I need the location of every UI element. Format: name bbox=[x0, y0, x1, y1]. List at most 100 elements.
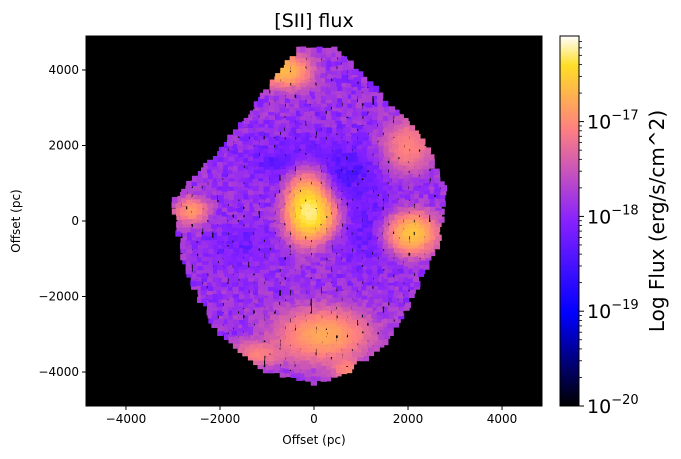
flux-pixel bbox=[345, 303, 352, 310]
y-tick-label: −2000 bbox=[38, 290, 79, 304]
flux-pixel bbox=[320, 241, 327, 248]
flux-pixel bbox=[249, 267, 256, 274]
flux-pixel bbox=[231, 329, 238, 336]
flux-pixel bbox=[377, 320, 384, 328]
flux-pixel bbox=[239, 318, 246, 325]
flux-pixel bbox=[305, 230, 312, 237]
flux-pixel bbox=[208, 163, 215, 170]
flux-pixel bbox=[306, 172, 313, 179]
flux-pixel bbox=[393, 118, 401, 125]
flux-pixel bbox=[366, 152, 373, 159]
flux-pixel bbox=[337, 64, 344, 71]
flux-pixel bbox=[316, 246, 323, 253]
flux-pixel bbox=[269, 221, 276, 228]
flux-pixel bbox=[320, 296, 328, 303]
flux-pixel bbox=[268, 367, 275, 374]
flux-pixel bbox=[275, 313, 282, 320]
flux-pixel bbox=[268, 121, 275, 129]
flux-pixel bbox=[211, 167, 218, 174]
flux-pixel bbox=[392, 220, 400, 228]
flux-pixel bbox=[399, 234, 406, 241]
flux-pixel bbox=[280, 250, 287, 258]
flux-pixel bbox=[337, 313, 344, 320]
flux-pixel bbox=[408, 130, 416, 137]
flux-pixel bbox=[316, 230, 323, 238]
flux-pixel bbox=[319, 109, 326, 116]
flux-pixel bbox=[285, 225, 293, 232]
flux-pixel bbox=[217, 205, 224, 212]
flux-pixel bbox=[341, 150, 348, 157]
flux-pixel bbox=[197, 247, 204, 254]
flux-pixel bbox=[322, 338, 329, 345]
flux-pixel bbox=[325, 64, 332, 71]
flux-pixel bbox=[301, 176, 308, 183]
flux-pixel bbox=[294, 63, 301, 70]
flux-pixel bbox=[419, 213, 427, 220]
flux-pixel bbox=[206, 237, 214, 244]
flux-pixel bbox=[274, 214, 281, 221]
flux-pixel bbox=[356, 143, 363, 150]
flux-pixel bbox=[310, 167, 317, 174]
flux-pixel bbox=[309, 81, 316, 88]
flux-pixel bbox=[299, 304, 307, 311]
flux-pixel bbox=[357, 131, 364, 138]
flux-pixel bbox=[263, 96, 270, 103]
flux-pixel bbox=[275, 134, 282, 141]
flux-pixel bbox=[329, 250, 337, 257]
flux-pixel bbox=[315, 237, 322, 244]
flux-pixel bbox=[361, 170, 368, 178]
flux-pixel bbox=[394, 192, 401, 199]
flux-pixel bbox=[418, 143, 425, 150]
flux-pixel bbox=[232, 342, 240, 349]
flux-pixel bbox=[381, 300, 389, 307]
flux-pixel bbox=[186, 180, 193, 188]
flux-pixel bbox=[290, 368, 298, 375]
flux-pixel bbox=[311, 374, 318, 381]
flux-pixel bbox=[212, 276, 220, 283]
flux-pixel bbox=[213, 246, 220, 253]
flux-pixel bbox=[258, 325, 265, 333]
flux-pixel bbox=[330, 317, 337, 324]
flux-pixel bbox=[435, 213, 443, 220]
flux-pixel bbox=[228, 309, 235, 316]
flux-pixel bbox=[399, 238, 406, 246]
flux-pixel bbox=[362, 272, 369, 279]
flux-pixel bbox=[226, 255, 233, 262]
flux-pixel bbox=[336, 304, 343, 312]
flux-pixel bbox=[352, 222, 359, 229]
flux-pixel bbox=[208, 214, 215, 221]
flux-pixel bbox=[257, 146, 264, 153]
flux-pixel bbox=[262, 146, 270, 153]
flux-pixel bbox=[325, 200, 332, 207]
flux-pixel bbox=[326, 342, 333, 350]
flux-pixel bbox=[259, 150, 267, 157]
flux-pixel bbox=[434, 209, 441, 217]
flux-pixel bbox=[326, 317, 334, 324]
flux-pixel bbox=[408, 160, 416, 167]
flux-pixel bbox=[342, 321, 349, 328]
flux-pixel bbox=[192, 193, 199, 200]
flux-pixel bbox=[399, 262, 406, 269]
flux-pixel bbox=[325, 180, 332, 187]
flux-pixel bbox=[187, 217, 194, 225]
flux-pixel bbox=[258, 180, 266, 187]
flux-pixel bbox=[296, 172, 303, 179]
flux-pixel bbox=[185, 238, 192, 245]
flux-pixel bbox=[247, 300, 254, 307]
flux-pixel bbox=[325, 267, 332, 274]
flux-pixel bbox=[371, 171, 378, 178]
flux-pixel bbox=[402, 159, 409, 166]
flux-pixel bbox=[326, 304, 333, 311]
flux-pixel bbox=[362, 218, 369, 225]
flux-pixel bbox=[383, 258, 390, 265]
flux-pixel bbox=[296, 118, 303, 126]
flux-pixel bbox=[335, 254, 342, 261]
flux-pixel bbox=[346, 184, 354, 191]
flux-pixel bbox=[200, 238, 207, 246]
flux-pixel bbox=[247, 159, 255, 167]
flux-pixel bbox=[388, 106, 396, 113]
flux-pixel bbox=[258, 129, 265, 137]
flux-pixel bbox=[294, 251, 302, 258]
flux-pixel bbox=[254, 292, 261, 300]
